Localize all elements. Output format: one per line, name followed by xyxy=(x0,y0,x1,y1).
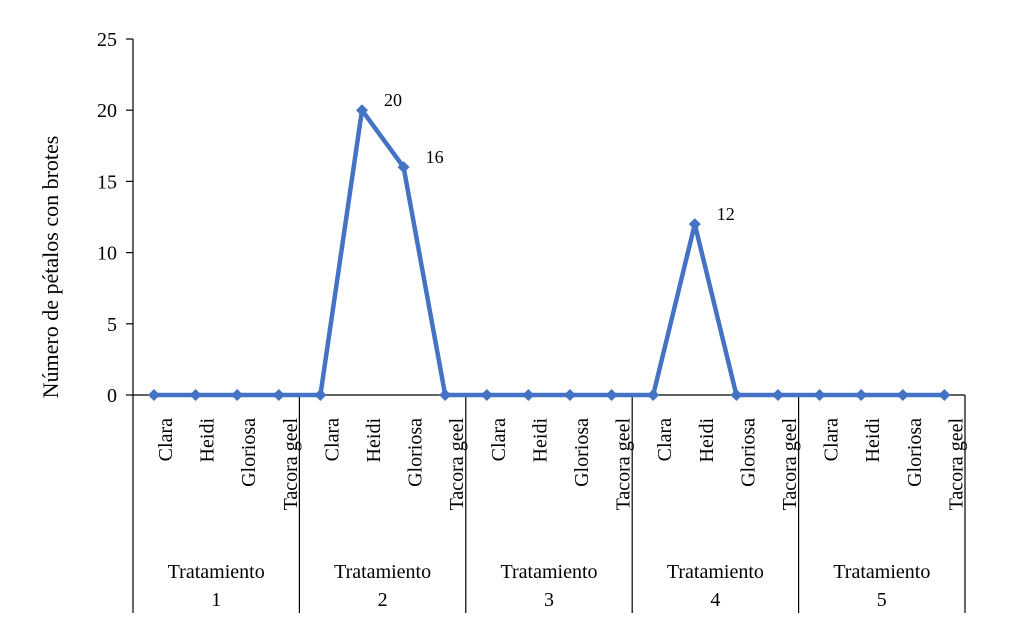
x-category-label: Clara xyxy=(821,418,843,461)
group-label: Tratamiento xyxy=(334,561,431,583)
data-point-marker xyxy=(397,161,410,174)
x-category-label: Gloriosa xyxy=(238,418,260,487)
data-point-marker xyxy=(356,104,368,117)
data-point-marker xyxy=(439,389,452,401)
x-category-label: Heidi xyxy=(363,418,385,463)
data-point-marker xyxy=(272,389,285,401)
data-labels: 20 16 12 xyxy=(384,90,735,224)
y-tick-label: 25 xyxy=(97,29,117,51)
data-point-marker xyxy=(855,389,868,401)
y-axis-label: Número de pétalos con brotes xyxy=(38,136,63,399)
data-point-marker xyxy=(896,389,909,401)
group-label: Tratamiento xyxy=(168,561,265,583)
x-category-label: Clara xyxy=(488,418,510,461)
y-tick-label: 5 xyxy=(107,314,117,336)
data-point-marker xyxy=(730,389,743,401)
x-category-label: Heidi xyxy=(696,418,718,463)
group-label: Tratamiento xyxy=(500,561,597,583)
x-category-label: Tacora geel xyxy=(446,418,468,511)
data-point-marker xyxy=(605,389,618,401)
data-point-marker xyxy=(564,389,576,401)
series-line xyxy=(154,107,945,398)
x-axis: Clara Heidi Gloriosa Tacora geel Tratamiento… xyxy=(133,394,967,613)
data-point-marker xyxy=(772,389,784,401)
series-layer xyxy=(148,104,951,401)
x-category-label: Clara xyxy=(321,418,343,461)
x-category-label: Clara xyxy=(654,418,676,461)
x-category-label: Heidi xyxy=(529,418,551,463)
data-point-marker xyxy=(480,389,493,401)
group-number: 4 xyxy=(710,589,720,611)
data-point-marker xyxy=(522,389,535,401)
x-category-label: Tacora geel xyxy=(945,418,967,511)
data-label: 16 xyxy=(426,147,444,167)
x-category-label: Heidi xyxy=(862,418,884,463)
x-category-label: Tacora geel xyxy=(280,418,302,511)
group-number: 2 xyxy=(378,589,388,611)
data-point-marker xyxy=(938,389,951,401)
x-category-label: Heidi xyxy=(197,418,219,463)
data-point-marker xyxy=(813,389,826,401)
x-category-label: Tacora geel xyxy=(613,418,635,511)
y-tick-label: 0 xyxy=(107,385,117,407)
data-point-marker xyxy=(688,218,701,231)
group-number: 5 xyxy=(877,589,887,611)
y-tick-label: 10 xyxy=(97,243,117,265)
data-label: 12 xyxy=(717,204,735,224)
data-point-marker xyxy=(148,389,160,401)
data-point-marker xyxy=(647,389,660,401)
data-point-marker xyxy=(231,389,244,401)
data-point-marker xyxy=(314,389,327,401)
group-label: Tratamiento xyxy=(833,561,930,583)
x-category-label: Gloriosa xyxy=(737,418,759,487)
y-axis: 0 5 10 15 20 25 xyxy=(97,29,134,613)
x-category-label: Gloriosa xyxy=(904,418,926,487)
x-category-label: Clara xyxy=(155,418,177,461)
y-tick-label: 15 xyxy=(97,171,117,193)
y-tick-label: 20 xyxy=(97,100,117,122)
x-category-label: Gloriosa xyxy=(571,418,593,487)
x-category-label: Tacora geel xyxy=(779,418,801,511)
group-number: 3 xyxy=(544,589,554,611)
x-category-label: Gloriosa xyxy=(405,418,427,487)
group-number: 1 xyxy=(211,589,221,611)
group-label: Tratamiento xyxy=(667,561,764,583)
data-point-marker xyxy=(189,389,202,401)
data-label: 20 xyxy=(384,90,402,110)
